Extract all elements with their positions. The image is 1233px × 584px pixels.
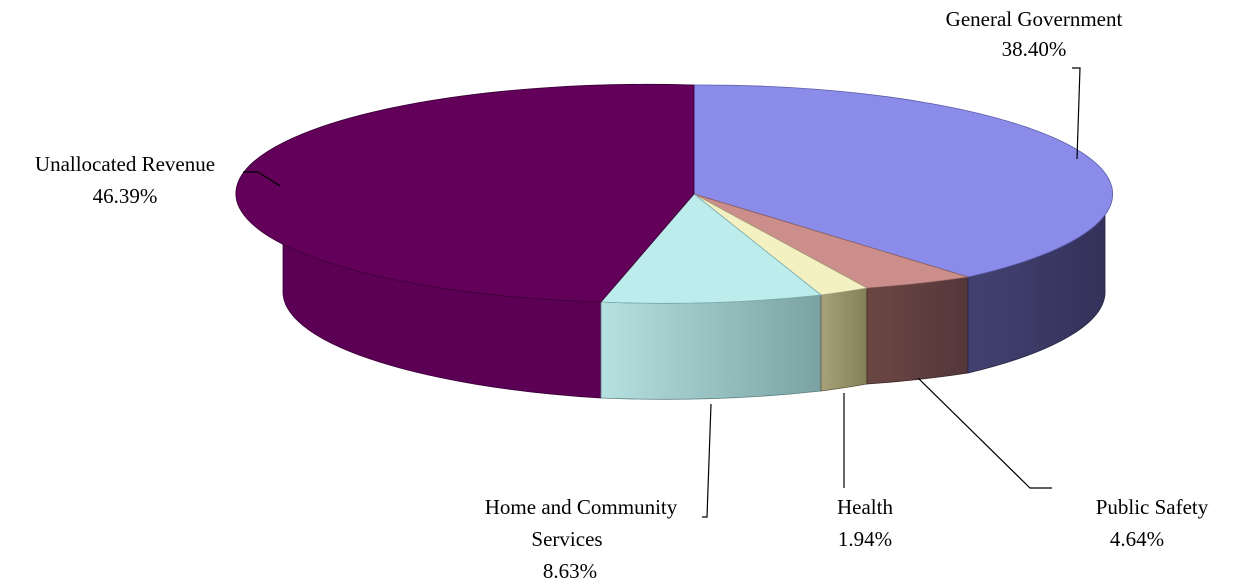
label-general-government-name: General Government bbox=[946, 7, 1123, 31]
side-wall-health bbox=[820, 287, 868, 392]
label-public-safety-value: 4.64% bbox=[1110, 527, 1164, 551]
slice-home-community-services bbox=[600, 193, 823, 304]
slice-unallocated-revenue bbox=[235, 83, 695, 303]
label-health-name: Health bbox=[837, 495, 893, 519]
leader-unallocated-revenue bbox=[243, 171, 281, 187]
slice-general-government bbox=[693, 84, 1114, 278]
label-unallocated-revenue-value: 46.39% bbox=[93, 184, 158, 208]
label-home-community-services-line2: Services bbox=[531, 527, 602, 551]
side-wall-home-community-services bbox=[600, 294, 822, 400]
leader-general-government bbox=[1072, 67, 1081, 160]
label-health-value: 1.94% bbox=[838, 527, 892, 551]
label-general-government-value: 38.40% bbox=[1002, 37, 1067, 61]
label-home-community-services-value: 8.63% bbox=[543, 559, 597, 583]
label-unallocated-revenue-name: Unallocated Revenue bbox=[35, 152, 215, 176]
label-home-community-services-line1: Home and Community bbox=[485, 495, 678, 519]
leader-home-community-services bbox=[702, 403, 712, 518]
label-public-safety-name: Public Safety bbox=[1096, 495, 1209, 519]
leader-public-safety bbox=[917, 377, 1052, 489]
side-wall-public-safety bbox=[866, 276, 969, 385]
